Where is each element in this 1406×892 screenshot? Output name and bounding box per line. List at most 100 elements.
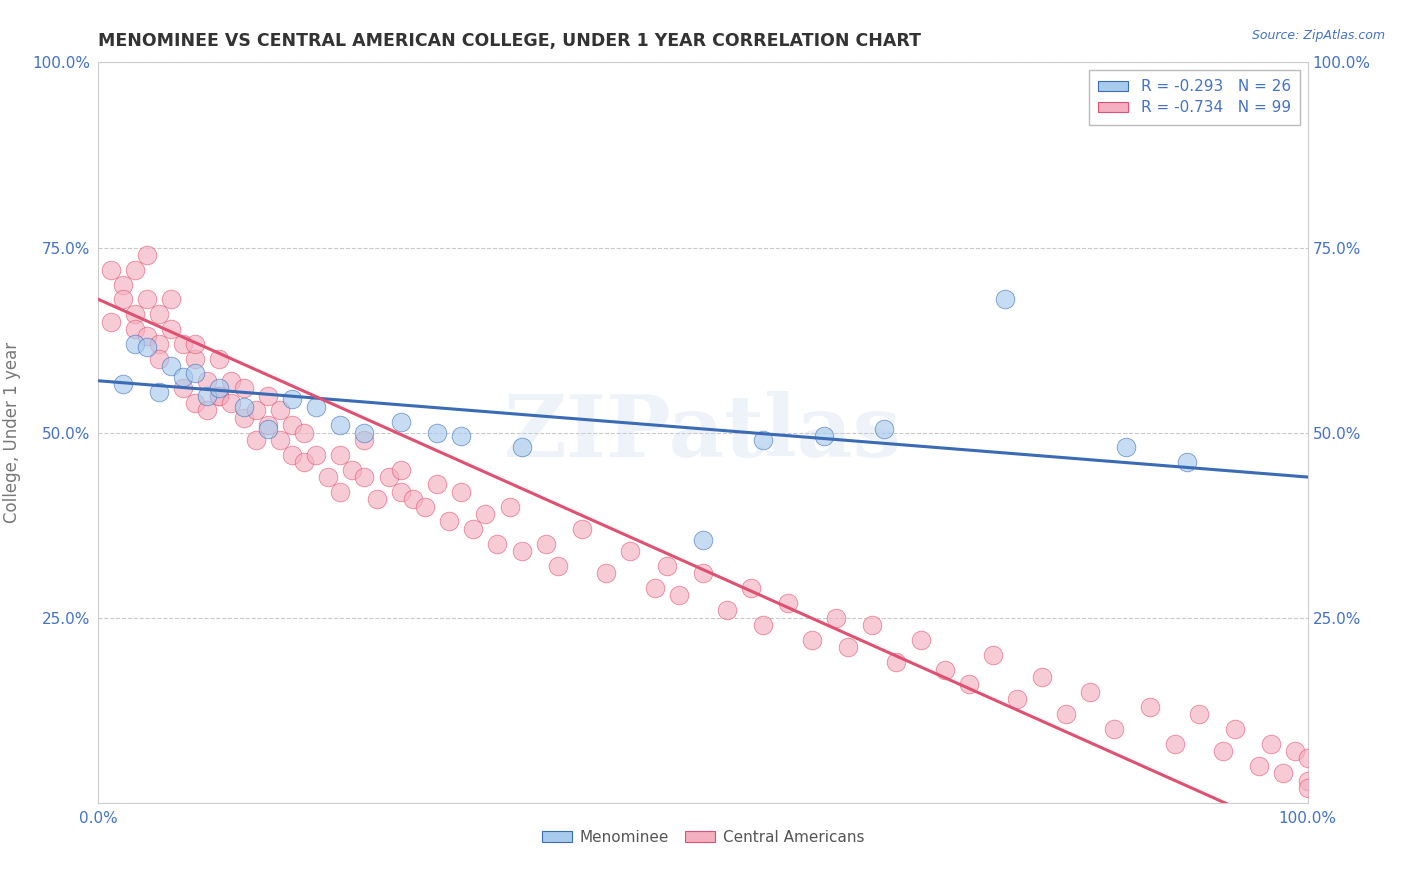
Point [232, 410, 254, 425]
Legend: Menominee, Central Americans: Menominee, Central Americans [536, 823, 870, 851]
Point [184, 336, 207, 351]
Point [366, 492, 388, 507]
Point [221, 374, 243, 388]
Point [389, 415, 412, 429]
Point [195, 403, 218, 417]
Point [510, 544, 533, 558]
Point [1284, 744, 1306, 758]
Point [776, 596, 799, 610]
Point [389, 484, 412, 499]
Point [111, 377, 134, 392]
Point [124, 322, 146, 336]
Text: ZIPatlas: ZIPatlas [503, 391, 903, 475]
Point [752, 433, 775, 447]
Point [1078, 685, 1101, 699]
Point [195, 374, 218, 388]
Point [148, 336, 170, 351]
Point [1115, 441, 1137, 455]
Point [474, 507, 496, 521]
Point [740, 581, 762, 595]
Point [389, 462, 412, 476]
Point [148, 307, 170, 321]
Point [281, 448, 304, 462]
Point [825, 610, 848, 624]
Y-axis label: College, Under 1 year: College, Under 1 year [3, 342, 21, 524]
Point [1260, 737, 1282, 751]
Point [281, 418, 304, 433]
Point [498, 500, 520, 514]
Point [981, 648, 1004, 662]
Point [342, 462, 364, 476]
Point [1296, 773, 1319, 788]
Point [135, 341, 157, 355]
Point [195, 388, 218, 402]
Point [1031, 670, 1053, 684]
Point [644, 581, 666, 595]
Point [292, 455, 315, 469]
Point [450, 484, 472, 499]
Point [752, 618, 775, 632]
Point [292, 425, 315, 440]
Point [547, 558, 569, 573]
Point [208, 381, 231, 395]
Point [1296, 780, 1319, 795]
Point [534, 536, 557, 550]
Point [160, 359, 183, 373]
Point [957, 677, 980, 691]
Point [221, 396, 243, 410]
Point [837, 640, 859, 655]
Point [124, 307, 146, 321]
Point [1139, 699, 1161, 714]
Point [426, 425, 449, 440]
Point [172, 336, 194, 351]
Text: Source: ZipAtlas.com: Source: ZipAtlas.com [1251, 29, 1385, 42]
Point [692, 533, 714, 547]
Point [135, 329, 157, 343]
Point [1054, 706, 1077, 721]
Point [124, 262, 146, 277]
Point [172, 370, 194, 384]
Point [1188, 706, 1211, 721]
Point [377, 470, 399, 484]
Point [256, 388, 278, 402]
Point [1249, 758, 1271, 772]
Point [329, 418, 352, 433]
Point [353, 433, 375, 447]
Point [256, 422, 278, 436]
Point [994, 293, 1017, 307]
Point [402, 492, 425, 507]
Point [1175, 455, 1198, 469]
Point [716, 603, 738, 617]
Point [184, 396, 207, 410]
Point [1163, 737, 1185, 751]
Point [232, 400, 254, 414]
Point [269, 403, 291, 417]
Point [595, 566, 617, 581]
Point [329, 484, 352, 499]
Point [353, 425, 375, 440]
Point [135, 293, 157, 307]
Point [329, 448, 352, 462]
Point [450, 429, 472, 443]
Point [245, 403, 267, 417]
Point [413, 500, 436, 514]
Point [934, 663, 956, 677]
Point [655, 558, 678, 573]
Point [860, 618, 883, 632]
Point [305, 448, 328, 462]
Point [124, 336, 146, 351]
Point [800, 632, 823, 647]
Point [1102, 722, 1125, 736]
Point [1007, 692, 1029, 706]
Point [111, 293, 134, 307]
Point [172, 381, 194, 395]
Point [1296, 751, 1319, 765]
Point [148, 384, 170, 399]
Point [208, 388, 231, 402]
Point [208, 351, 231, 366]
Point [160, 293, 183, 307]
Point [208, 388, 231, 402]
Point [148, 351, 170, 366]
Point [256, 418, 278, 433]
Point [910, 632, 932, 647]
